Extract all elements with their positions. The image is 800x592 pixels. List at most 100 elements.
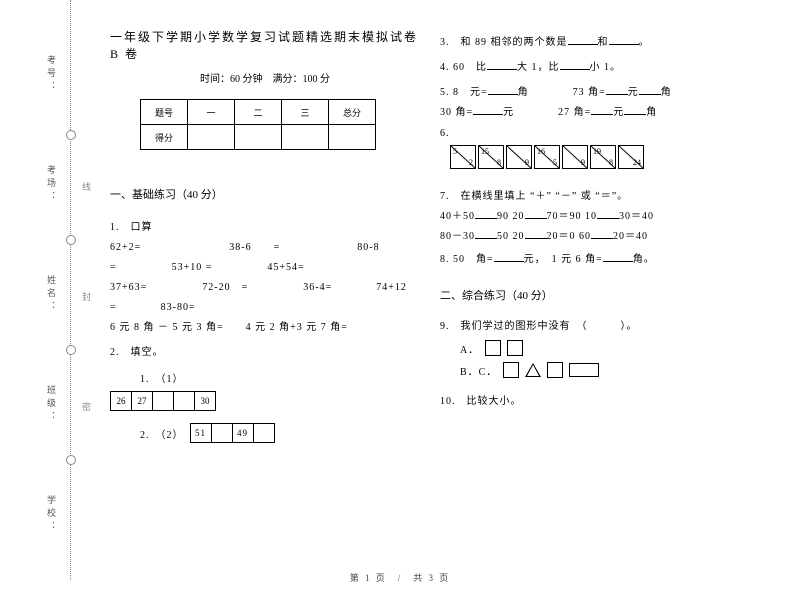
tri-num: 5	[553, 158, 557, 167]
square-icon	[507, 340, 523, 356]
cell-header: 二	[235, 100, 282, 125]
table-row: 得分	[141, 125, 376, 150]
blank	[475, 228, 497, 239]
binding-text-xian: 线	[82, 180, 91, 193]
right-column: 3. 和 89 相邻的两个数是和。 4. 60 比大 1，比小 1。 5. 8 …	[440, 28, 780, 412]
tri-num: 15	[481, 147, 489, 156]
question-7b: 80－3050 2020＝0 6020＝40	[440, 227, 780, 242]
binding-dot	[66, 455, 76, 465]
cell-empty	[235, 125, 282, 150]
numbox-cell: 49	[232, 424, 253, 443]
calc-line: 62+2= 38-6 = 80-8	[110, 238, 420, 253]
tri-cell: 16 5	[534, 145, 560, 169]
numbox-cell	[174, 392, 195, 411]
tri-cell: 198	[590, 145, 616, 169]
cell-empty	[282, 125, 329, 150]
blank	[525, 228, 547, 239]
question-2: 2. 填空。	[110, 343, 420, 358]
tri-num: 2	[469, 158, 473, 167]
blank	[624, 104, 646, 115]
blank	[487, 59, 517, 70]
cell-header: 一	[188, 100, 235, 125]
tri-cell: 158	[478, 145, 504, 169]
option-a-label: A．	[460, 341, 479, 356]
blank	[488, 84, 518, 95]
question-2-1: 1. （1）	[140, 370, 420, 385]
question-8: 8. 50 角=元， 1 元 6 角=角。	[440, 250, 780, 265]
question-5b: 30 角=元 27 角=元角	[440, 103, 780, 118]
binding-margin: 考号： 考场： 姓名： 班级： 学校： 线 封 密	[20, 0, 90, 580]
square-icon	[485, 340, 501, 356]
paper-subtitle: 时间：60 分钟 满分：100 分	[110, 70, 420, 85]
cell-header: 三	[282, 100, 329, 125]
binding-label-room: 考场：	[45, 165, 58, 204]
question-4: 4. 60 比大 1，比小 1。	[440, 58, 780, 73]
calc-line: = 83-80=	[110, 298, 420, 313]
numbox-cell	[153, 392, 174, 411]
binding-label-class: 班级：	[45, 385, 58, 424]
numbox-cell	[253, 424, 274, 443]
binding-dotted-line	[70, 0, 71, 580]
calc-line: 6 元 8 角 － 5 元 3 角= 4 元 2 角+3 元 7 角=	[110, 318, 420, 333]
numbox-cell: 26	[111, 392, 132, 411]
question-10: 10. 比较大小。	[440, 392, 780, 407]
calc-line: 37+63= 72-20 = 36-4= 74+12	[110, 278, 420, 293]
blank	[568, 34, 598, 45]
blank	[609, 34, 639, 45]
left-column: 一年级下学期小学数学复习试题精选期末模拟试卷 B 卷 时间：60 分钟 满分：1…	[110, 28, 420, 448]
number-box-table-1: 26 27 30	[110, 391, 216, 411]
blank	[591, 228, 613, 239]
blank	[639, 84, 661, 95]
tri-num: 19	[593, 147, 601, 156]
table-row: 题号 一 二 三 总分	[141, 100, 376, 125]
cell-label: 得分	[141, 125, 188, 150]
question-7: 7. 在横线里填上 “＋” “－” 或 “＝”。	[440, 187, 780, 202]
triangle-icon	[525, 363, 541, 377]
tri-num: 5	[453, 147, 457, 156]
tri-cell: 24	[618, 145, 644, 169]
blank	[597, 208, 619, 219]
blank	[591, 104, 613, 115]
square-icon	[547, 362, 563, 378]
question-9a-row: A．	[460, 340, 780, 356]
rectangle-icon	[569, 363, 599, 377]
binding-text-mi: 密	[82, 400, 91, 413]
tri-num: 24	[633, 158, 641, 167]
paper-title: 一年级下学期小学数学复习试题精选期末模拟试卷 B 卷	[110, 28, 420, 62]
binding-label-school: 学校：	[45, 495, 58, 534]
binding-label-name: 姓名：	[45, 275, 58, 314]
tri-cell: 9	[562, 145, 588, 169]
numbox-cell: 30	[195, 392, 216, 411]
blank	[603, 251, 633, 262]
section-1-header: 一、基础练习（40 分）	[110, 186, 420, 202]
score-table: 题号 一 二 三 总分 得分	[140, 99, 376, 150]
numbox-cell	[211, 424, 232, 443]
numbox-cell: 51	[190, 424, 211, 443]
section-2-header: 二、综合练习（40 分）	[440, 287, 780, 303]
cell-header: 总分	[329, 100, 376, 125]
binding-dot	[66, 345, 76, 355]
blank	[473, 104, 503, 115]
table-row: 26 27 30	[111, 392, 216, 411]
binding-label-exam-number: 考号：	[45, 55, 58, 94]
cell-header: 题号	[141, 100, 188, 125]
binding-dot	[66, 235, 76, 245]
binding-text-feng: 封	[82, 290, 91, 303]
question-9bc-row: B．C．	[460, 362, 780, 378]
blank	[606, 84, 628, 95]
question-1: 1. 口算	[110, 218, 420, 233]
blank	[475, 208, 497, 219]
numbox-cell: 27	[132, 392, 153, 411]
tri-num: 9	[581, 158, 585, 167]
question-9: 9. 我们学过的图形中没有 （ ）。	[440, 317, 780, 332]
tri-cell: 52	[450, 145, 476, 169]
option-bc-label: B．C．	[460, 363, 497, 378]
question-7a: 40＋5090 2070＝90 1030＝40	[440, 207, 780, 222]
tri-num: 16	[537, 147, 545, 156]
binding-dot	[66, 130, 76, 140]
number-tri-row: 52 158 9 165 9 198 24	[450, 145, 780, 169]
blank	[525, 208, 547, 219]
question-5: 5. 8 元=角 73 角=元角	[440, 83, 780, 98]
page-footer: 第 1 页 / 共 3 页	[0, 571, 800, 584]
tri-num: 9	[525, 158, 529, 167]
